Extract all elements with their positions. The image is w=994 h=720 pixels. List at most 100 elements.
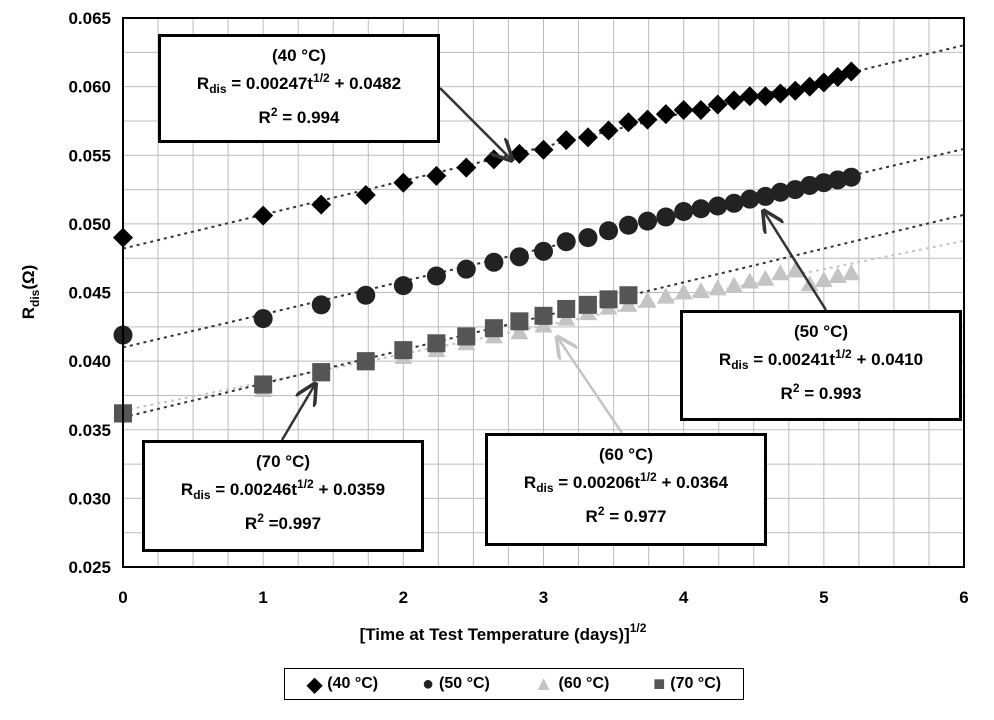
x-tick-label: 2 — [399, 588, 408, 607]
circle-icon: ● — [421, 672, 435, 695]
data-point-40c — [841, 61, 862, 82]
data-point-40c — [355, 185, 376, 206]
data-point-40c — [770, 83, 791, 104]
data-point-50c — [456, 259, 476, 279]
annotation-50c-r2: R2 = 0.993 — [780, 381, 862, 403]
data-point-60c — [656, 287, 675, 304]
data-point-40c — [253, 205, 274, 226]
x-axis-title: [Time at Test Temperature (days)]1/2 — [360, 621, 647, 644]
x-tick-label: 3 — [539, 588, 548, 607]
data-point-70c — [394, 341, 413, 360]
data-point-60c — [510, 323, 529, 340]
data-point-50c — [724, 193, 744, 213]
data-point-60c — [842, 264, 861, 281]
annotation-60c-equation: Rdis = 0.00206t1/2 + 0.0364 — [523, 470, 729, 495]
arrow-70c — [280, 384, 315, 441]
annotation-40c-equation: Rdis = 0.00247t1/2 + 0.0482 — [196, 71, 402, 96]
data-point-60c — [786, 261, 805, 278]
data-point-40c — [598, 120, 619, 141]
y-tick-label: 0.040 — [68, 352, 111, 371]
legend-label-40c: (40 °C) — [327, 675, 379, 692]
y-tick-label: 0.030 — [68, 489, 111, 508]
data-point-60c — [828, 267, 847, 284]
data-point-40c — [556, 130, 577, 151]
data-point-50c — [534, 241, 553, 261]
data-point-40c — [739, 86, 760, 107]
annotation-40c: (40 °C) Rdis = 0.00247t1/2 + 0.0482 R2 =… — [158, 34, 440, 143]
data-point-70c — [484, 319, 503, 338]
data-point-60c — [814, 271, 833, 288]
data-point-50c — [618, 215, 638, 235]
data-point-70c — [534, 306, 553, 325]
arrow-40c — [439, 87, 512, 160]
legend-item-50c: ● (50 °C) — [422, 673, 490, 696]
data-point-40c — [533, 139, 554, 160]
legend: ◆ (40 °C) ● (50 °C) ▲ (60 °C) ■ (70 °C) — [284, 668, 744, 700]
legend-label-50c: (50 °C) — [439, 675, 490, 692]
y-tick-label: 0.050 — [68, 215, 111, 234]
diamond-icon: ◆ — [306, 673, 323, 696]
data-point-50c — [638, 211, 658, 231]
data-point-50c — [800, 175, 820, 195]
x-tick-label: 5 — [819, 588, 828, 607]
data-point-70c — [254, 375, 273, 394]
data-point-50c — [484, 252, 504, 272]
legend-item-70c: ■ (70 °C) — [653, 673, 721, 696]
data-point-60c — [638, 291, 657, 308]
data-point-50c — [578, 228, 598, 248]
data-point-50c — [426, 266, 446, 286]
data-point-40c — [655, 104, 676, 125]
y-tick-label: 0.025 — [68, 558, 111, 577]
data-point-40c — [311, 194, 332, 215]
y-tick-label: 0.055 — [68, 146, 111, 165]
data-point-50c — [740, 189, 760, 209]
data-point-50c — [253, 309, 273, 329]
data-point-50c — [556, 232, 576, 252]
y-tick-label: 0.060 — [68, 78, 111, 97]
annotation-50c-temp: (50 °C) — [793, 322, 849, 341]
data-point-70c — [578, 295, 597, 314]
y-tick-labels: 0.025 0.030 0.035 0.040 0.045 0.050 0.055 0.060… — [68, 9, 111, 577]
data-point-50c — [599, 221, 619, 241]
data-point-70c — [510, 312, 529, 331]
data-point-40c — [577, 127, 598, 148]
x-tick-label: 1 — [258, 588, 267, 607]
data-point-50c — [841, 167, 861, 187]
annotation-60c: (60 °C) Rdis = 0.00206t1/2 + 0.0364 R2 =… — [485, 433, 767, 546]
data-point-50c — [691, 199, 711, 219]
annotation-40c-temp: (40 °C) — [271, 46, 327, 65]
x-tick-label: 4 — [679, 588, 689, 607]
legend-item-60c: ▲ (60 °C) — [534, 673, 610, 696]
annotation-70c: (70 °C) Rdis = 0.00246t1/2 + 0.0359 R2 =… — [142, 440, 424, 552]
triangle-icon: ▲ — [533, 672, 554, 695]
data-point-50c — [656, 207, 676, 227]
arrow-60c — [558, 337, 624, 434]
y-tick-label: 0.035 — [68, 421, 111, 440]
data-point-50c — [708, 196, 728, 216]
legend-label-60c: (60 °C) — [558, 675, 610, 692]
data-point-50c — [785, 180, 805, 200]
data-point-60c — [756, 269, 775, 286]
data-point-60c — [771, 264, 790, 281]
data-point-70c — [356, 352, 375, 371]
data-point-60c — [708, 279, 727, 296]
y-axis-title: Rdis(Ω) — [19, 265, 42, 320]
data-point-60c — [691, 282, 710, 299]
y-tick-label: 0.065 — [68, 9, 111, 28]
data-point-70c — [312, 363, 331, 382]
data-point-50c — [755, 186, 775, 206]
data-point-40c — [637, 109, 658, 130]
x-tick-labels: 0 1 2 3 4 5 6 — [118, 588, 968, 607]
data-point-70c — [619, 286, 638, 305]
data-point-50c — [393, 276, 413, 296]
annotation-50c-equation: Rdis = 0.00241t1/2 + 0.0410 — [718, 347, 924, 372]
data-point-60c — [724, 276, 743, 293]
annotation-60c-r2: R2 = 0.977 — [585, 504, 667, 526]
x-tick-label: 6 — [959, 588, 968, 607]
data-point-40c — [707, 94, 728, 115]
arrow-50c — [764, 211, 828, 311]
data-point-40c — [785, 80, 806, 101]
data-point-40c — [799, 76, 820, 97]
data-point-40c — [673, 99, 694, 120]
annotation-50c: (50 °C) Rdis = 0.00241t1/2 + 0.0410 R2 =… — [680, 310, 962, 421]
